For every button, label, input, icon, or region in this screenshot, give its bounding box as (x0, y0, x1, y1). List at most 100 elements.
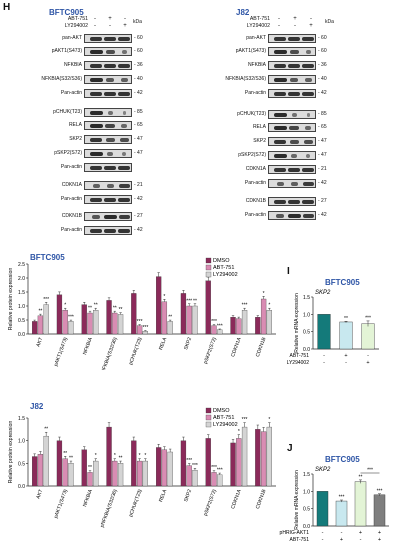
condition-sign: - (109, 23, 111, 29)
bar (68, 463, 74, 487)
blot-band (118, 64, 130, 68)
y-tick-label: 0.0 (18, 332, 25, 338)
bar (230, 442, 236, 487)
bar (205, 438, 211, 487)
condition-label: LY294002 (64, 23, 88, 29)
blot-band (302, 92, 314, 96)
blot-strip (84, 212, 132, 221)
bar (205, 280, 211, 335)
blot-strip (84, 135, 132, 144)
condition-sign: + (108, 16, 112, 22)
x-tick-label: AKT (35, 489, 44, 500)
significance-label: *** (186, 458, 192, 464)
blot-band (274, 92, 286, 96)
blot-strip (84, 89, 132, 98)
significance-label: *** (339, 495, 345, 501)
blot-strip (84, 75, 132, 84)
blot-row-label: CDKN1A (245, 166, 266, 172)
condition-sign: + (340, 537, 343, 543)
significance-label: ** (168, 315, 172, 321)
molecular-weight: - 60 (134, 48, 143, 54)
blot-strip (268, 89, 316, 98)
blot-band (90, 37, 102, 41)
bar (186, 465, 192, 487)
bar (260, 298, 267, 335)
blot-row-label: pAKT1(S473) (235, 48, 266, 54)
significance-label: * (114, 453, 116, 459)
x-tick-label: CDKN1A (230, 336, 243, 358)
bar (32, 456, 38, 487)
condition-sign: + (366, 360, 369, 366)
significance-label: * (268, 417, 270, 423)
x-tick-label: pNFKBIA(S32/36) (99, 488, 118, 528)
blot-band (288, 168, 300, 172)
blot-band (273, 50, 287, 54)
blot-band (289, 126, 299, 130)
blot-band (104, 37, 116, 41)
molecular-weight: - 27 (134, 213, 143, 219)
significance-label: ** (344, 316, 348, 322)
bar (180, 293, 187, 335)
significance-label: * (268, 303, 270, 309)
significance-label: ** (88, 465, 92, 471)
significance-label: * (95, 453, 97, 459)
significance-label: * (139, 453, 141, 459)
blot-band (90, 138, 102, 142)
chart-title: BFTC905 (325, 278, 360, 287)
molecular-weight: - 21 (134, 182, 143, 188)
y-tick-label: 1.0 (303, 489, 310, 495)
blot-band (274, 168, 286, 172)
blot-band (118, 198, 130, 202)
molecular-weight: - 47 (318, 152, 327, 158)
blot-band (104, 166, 116, 170)
bar (37, 454, 44, 487)
bar (93, 310, 99, 335)
molecular-weight: - 85 (318, 111, 327, 117)
significance-label: *** (43, 297, 49, 303)
molecular-weight: - 42 (134, 227, 143, 233)
blot-row-label: Pan-actin (60, 164, 82, 170)
condition-sign: - (94, 23, 96, 29)
x-tick-label: CDKN1B (255, 488, 268, 510)
blot-band (302, 214, 314, 218)
blot-row-label: Pan-actin (244, 90, 266, 96)
x-tick-label: CDKN1B (255, 336, 268, 358)
blot-band (121, 50, 127, 54)
legend-label: ABT-751 (213, 265, 234, 271)
western-blot-bftc905: BFTC905 ABT-751 LY294002 - + - - - + kDa… (0, 0, 200, 240)
legend-label: LY294002 (213, 272, 238, 278)
molecular-weight: - 42 (318, 180, 327, 186)
blot-band (106, 78, 114, 82)
bar (230, 317, 236, 335)
significance-label: *** (211, 319, 217, 325)
blot-band (119, 138, 129, 142)
blot-row-label: pSKP2(S72) (54, 150, 82, 156)
blot-strip (84, 163, 132, 172)
condition-sign: - (94, 16, 96, 22)
significance-label: ** (113, 306, 117, 312)
bar (68, 321, 74, 335)
y-tick-label: 0.0 (303, 524, 310, 530)
blot-row-label: pan-AKT (246, 35, 266, 41)
blot-band (276, 214, 284, 218)
significance-label: ** (38, 309, 42, 315)
blot-band (104, 198, 116, 202)
legend-label: LY294002 (213, 422, 238, 428)
condition-sign: - (278, 16, 280, 22)
blot-row-label: RELA (68, 122, 82, 128)
condition-label: ABT-751 (67, 16, 88, 22)
condition-sign: - (367, 353, 369, 359)
bar (266, 426, 272, 487)
bar (62, 310, 68, 335)
blot-band (288, 200, 300, 204)
blot-band (273, 113, 287, 117)
bar (241, 310, 248, 335)
bar (266, 310, 272, 335)
condition-sign: - (345, 360, 347, 366)
bar (317, 314, 331, 350)
blot-band (290, 182, 298, 186)
bar (167, 451, 173, 487)
condition-label: LY294002 (246, 23, 270, 29)
molecular-weight: - 42 (134, 196, 143, 202)
